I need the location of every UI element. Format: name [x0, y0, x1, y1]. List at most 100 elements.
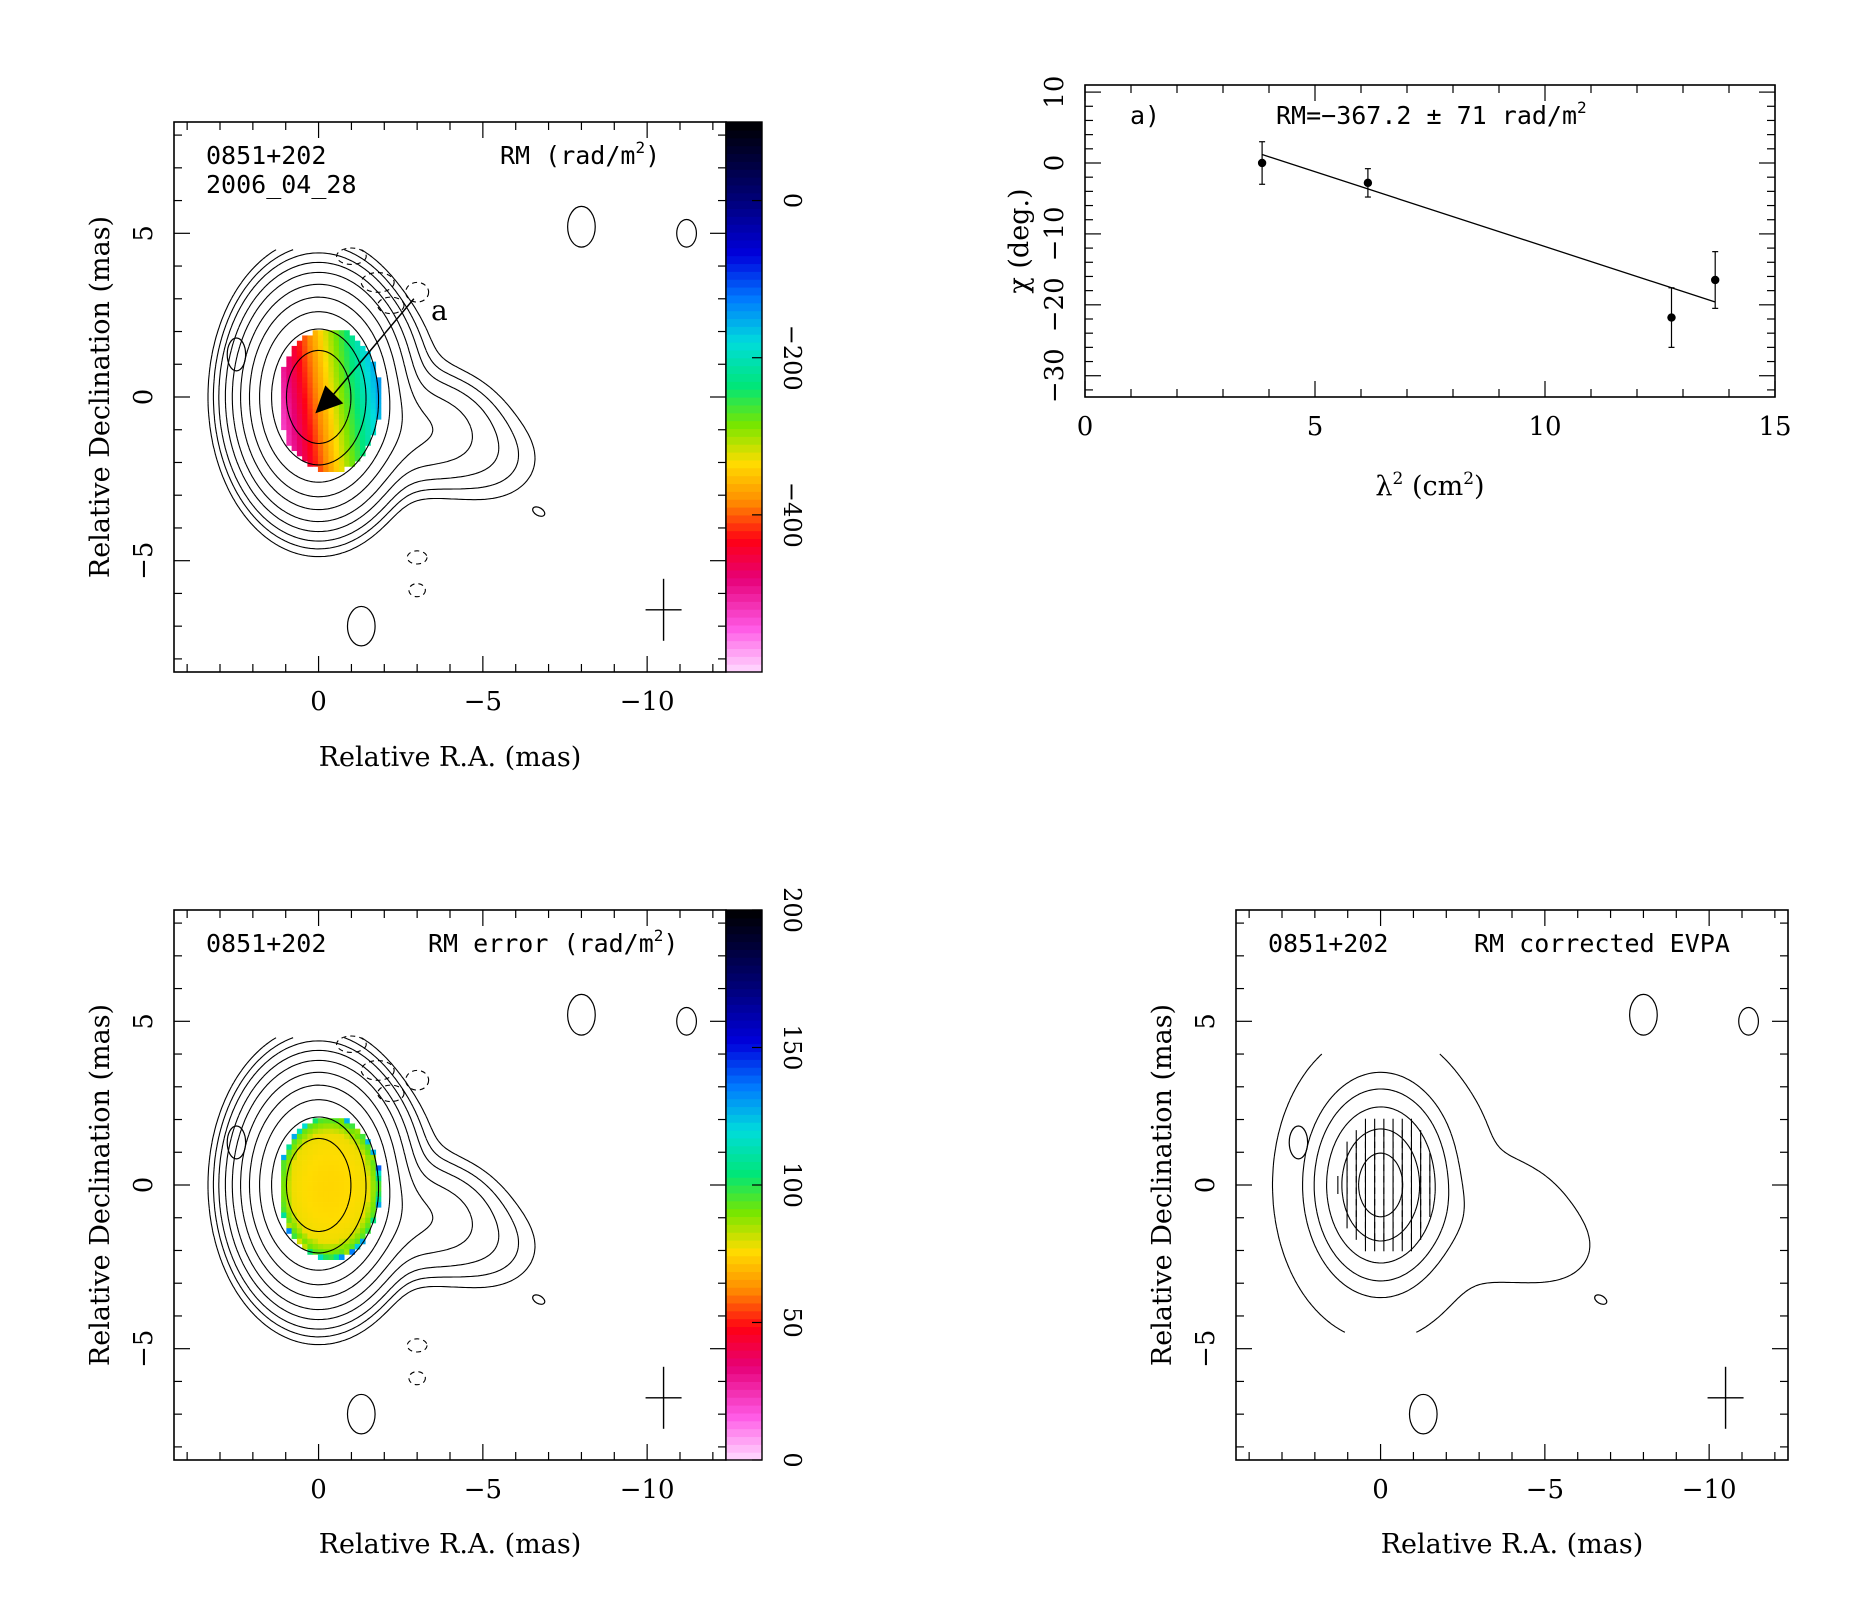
- rm-pixel: [354, 377, 361, 383]
- rm-error-pixel: [349, 1217, 356, 1224]
- rm-error-pixel: [291, 1202, 298, 1208]
- rm-pixel: [365, 377, 371, 383]
- rm-error-pixel: [359, 1202, 366, 1208]
- rm-pixel: [307, 408, 313, 415]
- rm-pixel: [375, 382, 382, 389]
- rm-pixel: [328, 372, 335, 378]
- negative-contour: [408, 1371, 426, 1386]
- rm-error-pixel: [370, 1154, 377, 1161]
- colorbar-step: [726, 294, 762, 304]
- rm-error-pixel: [370, 1212, 377, 1219]
- rm-error-pixel: [302, 1191, 308, 1198]
- rm-pixel: [291, 398, 298, 404]
- rm-pixel: [317, 419, 324, 425]
- rm-error-pixel: [281, 1207, 287, 1213]
- rm-pixel: [302, 419, 308, 425]
- rm-error-pixel: [359, 1217, 366, 1224]
- x-tick-label: −5: [464, 687, 502, 717]
- rm-pixel: [344, 382, 350, 389]
- colorbar-tick-label: 150: [778, 1025, 806, 1071]
- rm-pixel: [365, 361, 371, 368]
- rm-pixel: [365, 429, 371, 436]
- rm-error-pixel: [323, 1207, 329, 1213]
- rm-error-pixel: [307, 1154, 313, 1161]
- colorbar-step: [726, 334, 762, 343]
- rm-error-pixel: [328, 1191, 335, 1198]
- rm-pixel: [338, 330, 345, 336]
- intensity-contours: [1271, 993, 1760, 1435]
- rm-pixel: [286, 408, 292, 415]
- colorbar-step: [726, 475, 762, 485]
- rm-error-pixel: [354, 1139, 361, 1145]
- rm-pixel: [349, 356, 356, 362]
- rm-pixel: [349, 387, 356, 394]
- rm-pixel: [344, 419, 350, 425]
- rm-error-pixel: [317, 1160, 324, 1166]
- colorbar-step: [726, 1216, 762, 1225]
- colorbar-step: [726, 1381, 762, 1390]
- rm-error-pixel: [333, 1207, 340, 1213]
- rm-error-pixel: [370, 1196, 377, 1203]
- colorbar-step: [726, 1271, 762, 1280]
- rm-pixel: [286, 372, 292, 378]
- rm-pixel: [338, 393, 345, 399]
- rm-pixel: [349, 429, 356, 436]
- rm-pixel: [365, 356, 371, 362]
- colorbar-step: [726, 1177, 762, 1186]
- rm-pixel: [296, 408, 303, 415]
- rm-error-pixel: [312, 1238, 319, 1245]
- isolated-contour: [346, 605, 376, 647]
- rm-error-pixel: [323, 1133, 329, 1140]
- rm-pixel: [323, 340, 329, 347]
- source-name: 0851+202: [206, 141, 326, 170]
- colorbar-step: [726, 216, 762, 225]
- colorbar-step: [726, 302, 762, 312]
- rm-error-pixel: [307, 1144, 313, 1150]
- chi-plot-frame: [1084, 84, 1776, 398]
- rm-pixel: [302, 345, 308, 352]
- rm-error-pixel: [370, 1175, 377, 1182]
- colorbar-step: [726, 554, 762, 563]
- rm-error-pixel: [349, 1175, 356, 1182]
- colorbar-step: [726, 224, 762, 233]
- contour-level: [207, 1037, 536, 1346]
- rm-error-pixel: [333, 1238, 340, 1245]
- rm-error-pixel: [323, 1181, 329, 1187]
- rm-error-pixel: [296, 1133, 303, 1140]
- rm-pixel: [359, 382, 366, 389]
- rm-pixel: [370, 366, 377, 373]
- rm-pixel: [317, 340, 324, 347]
- colorbar-step: [726, 1090, 762, 1100]
- rm-pixel: [317, 434, 324, 441]
- rm-pixel: [317, 414, 324, 420]
- rm-pixel: [344, 335, 350, 342]
- colorbar-step: [726, 349, 762, 359]
- rm-error-pixel: [349, 1186, 356, 1192]
- rm-error-pixel: [338, 1191, 345, 1198]
- rm-error-pixel: [365, 1222, 371, 1229]
- colorbar-step: [726, 499, 762, 508]
- colorbar-step: [726, 1342, 762, 1351]
- rm-error-pixel: [359, 1154, 366, 1161]
- rm-pixel: [344, 345, 350, 352]
- rm-pixel: [323, 345, 329, 352]
- rm-error-pixel: [312, 1170, 319, 1177]
- rm-error-pixel: [286, 1207, 292, 1213]
- rm-pixel: [281, 382, 287, 389]
- rm-pixel: [328, 361, 335, 368]
- rm-pixel: [312, 372, 319, 378]
- rm-pixel: [333, 340, 340, 347]
- rm-pixel: [365, 387, 371, 394]
- rm-pixel: [323, 445, 329, 452]
- x-tick-label: −10: [620, 687, 675, 717]
- colorbar-step: [726, 129, 762, 139]
- rm-error-pixel: [307, 1238, 313, 1245]
- colorbar-step: [726, 1412, 762, 1422]
- rm-error-pixel: [291, 1175, 298, 1182]
- rm-error-pixel: [365, 1217, 371, 1224]
- rm-pixel: [338, 461, 345, 467]
- rm-pixel: [370, 377, 377, 383]
- rm-pixel: [344, 377, 350, 383]
- rm-error-pixel: [281, 1186, 287, 1192]
- contour-level: [240, 283, 403, 511]
